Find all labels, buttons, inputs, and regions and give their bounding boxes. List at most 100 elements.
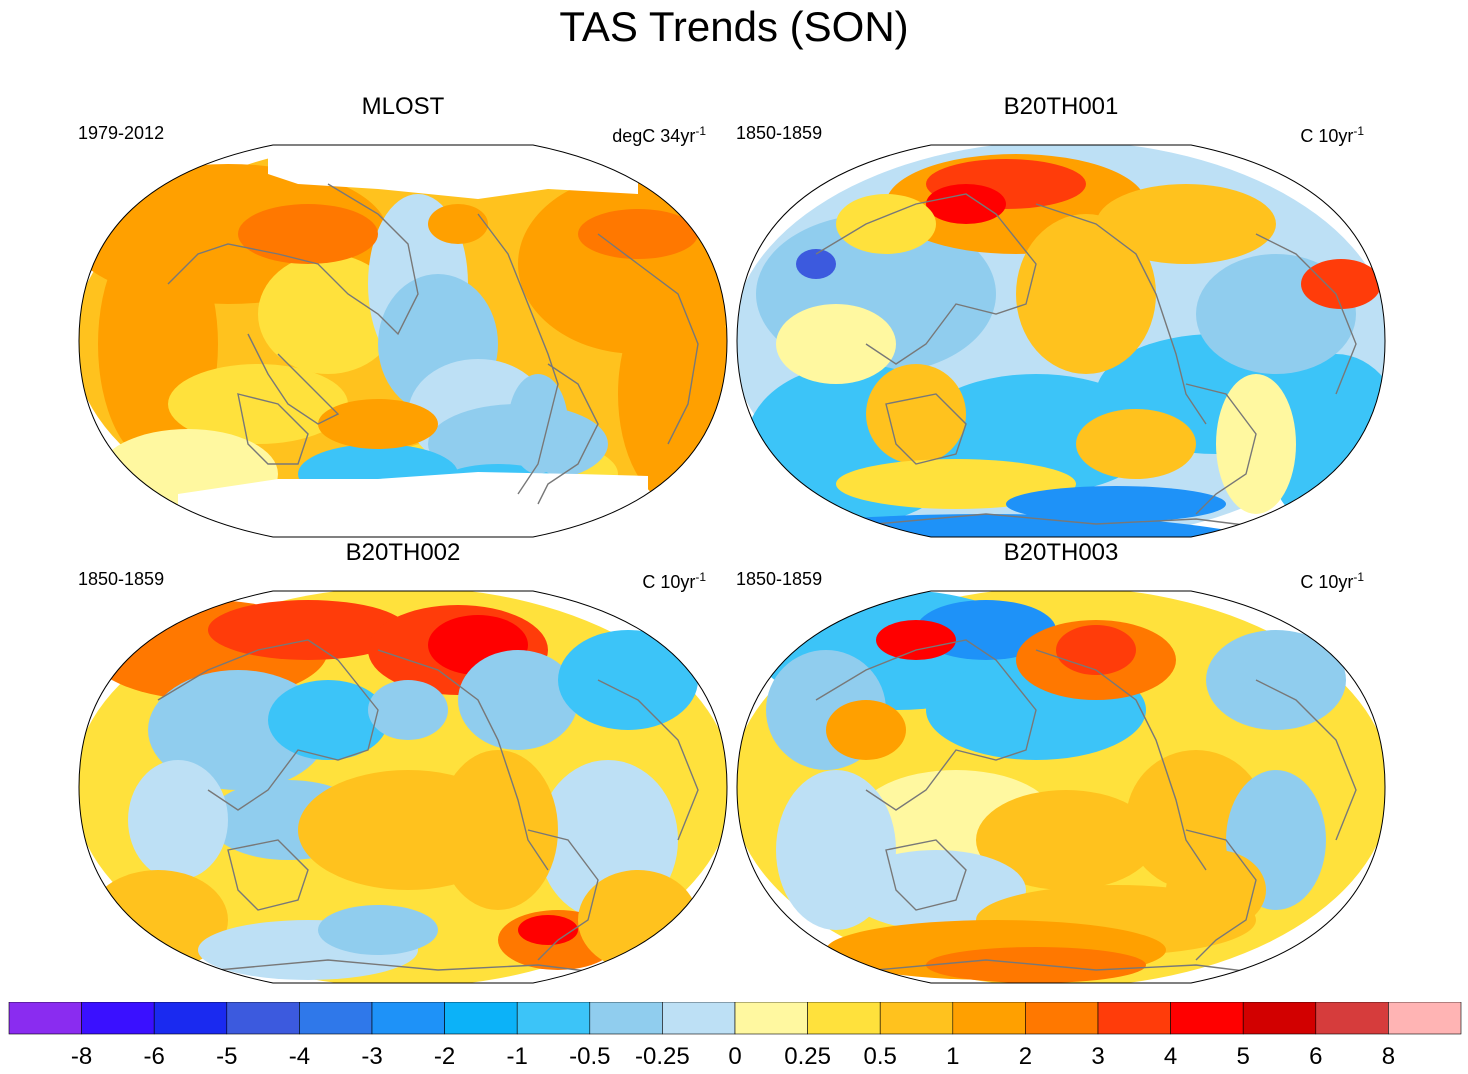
colorbar-label: -3 xyxy=(361,1043,382,1070)
contour-region xyxy=(318,399,438,449)
colorbar-swatch xyxy=(807,1002,881,1035)
colorbar-swatch xyxy=(1170,1002,1244,1035)
colorbar-swatch xyxy=(8,1002,82,1035)
colorbar-label: -0.25 xyxy=(635,1043,690,1070)
contour-region xyxy=(558,630,698,730)
contour-region xyxy=(1206,630,1346,730)
trend-field xyxy=(79,591,727,983)
colorbar-swatch xyxy=(952,1002,1026,1035)
missing-data-south xyxy=(178,472,648,537)
map-outline xyxy=(78,590,728,984)
contour-region xyxy=(776,304,896,384)
contour-region xyxy=(1076,409,1196,479)
panel-b20th003: B20TH003 1850-1859 C 10yr-1 xyxy=(736,538,1386,984)
colorbar-label: 0.5 xyxy=(864,1043,897,1070)
coastline xyxy=(885,393,967,465)
coastline xyxy=(875,959,1277,976)
missing-data-north xyxy=(268,145,638,199)
contour-region xyxy=(578,870,698,970)
contour-region xyxy=(836,459,1076,509)
colorbar-swatch xyxy=(226,1002,300,1035)
colorbar-swatch xyxy=(371,1002,445,1035)
colorbar-label: 1 xyxy=(946,1043,959,1070)
coastline xyxy=(1185,383,1257,515)
colorbar-swatch xyxy=(516,1002,591,1035)
map-b20th002 xyxy=(78,590,728,984)
contour-region xyxy=(578,209,698,259)
colorbar-swatch xyxy=(589,1002,663,1035)
contour-region xyxy=(926,184,1006,224)
coastline xyxy=(477,213,559,495)
contour-region xyxy=(796,249,836,279)
colorbar-swatch xyxy=(1388,1002,1462,1035)
map-outline xyxy=(736,590,1386,984)
contour-region xyxy=(976,790,1156,890)
contour-region xyxy=(258,254,398,374)
colorbar-label: 3 xyxy=(1091,1043,1104,1070)
panel-units: degC 34yr-1 xyxy=(612,124,706,146)
colorbar-label: 6 xyxy=(1309,1043,1322,1070)
coastline xyxy=(537,363,599,505)
colorbar-label: 8 xyxy=(1382,1043,1395,1070)
contour-region xyxy=(168,364,348,444)
contour-region xyxy=(238,204,378,264)
panel-units: C 10yr-1 xyxy=(642,570,706,592)
contour-region xyxy=(268,680,388,760)
contour-region xyxy=(1216,374,1296,514)
colorbar-label: -8 xyxy=(71,1043,92,1070)
panel-title: B20TH001 xyxy=(1003,93,1119,120)
colorbar-swatch xyxy=(299,1002,373,1035)
colorbar-swatch xyxy=(662,1002,736,1035)
colorbar-swatch xyxy=(1097,1002,1171,1035)
coastline xyxy=(597,679,699,841)
colorbar-label: 5 xyxy=(1237,1043,1250,1070)
coastline xyxy=(1035,203,1207,425)
contour-region xyxy=(876,620,956,660)
coastline xyxy=(815,193,1037,365)
contour-region xyxy=(208,600,408,660)
colorbar-label: 4 xyxy=(1164,1043,1177,1070)
colorbar-swatch xyxy=(81,1002,155,1035)
panel-title: B20TH003 xyxy=(1003,539,1119,566)
colorbar-swatch xyxy=(1315,1002,1389,1035)
colorbar-label: -0.5 xyxy=(569,1043,610,1070)
colorbar-label: -2 xyxy=(434,1043,455,1070)
contour-region xyxy=(508,374,568,474)
coastline xyxy=(237,393,309,465)
contour-region xyxy=(318,905,438,955)
contour-region xyxy=(1096,184,1276,264)
panel-title: B20TH002 xyxy=(345,539,461,566)
panel-b20th002: B20TH002 1850-1859 C 10yr-1 xyxy=(78,538,728,984)
coastline xyxy=(527,829,599,961)
colorbar-label: -1 xyxy=(507,1043,528,1070)
panel-period: 1979-2012 xyxy=(78,123,165,143)
contour-region xyxy=(458,650,578,750)
trend-field xyxy=(79,145,727,537)
colorbar-swatch xyxy=(444,1002,518,1035)
contour-region xyxy=(368,680,448,740)
panel-b20th001: B20TH001 1850-1859 C 10yr-1 xyxy=(736,92,1386,538)
coastline xyxy=(217,959,619,976)
colorbar-label: -6 xyxy=(144,1043,165,1070)
contour-region xyxy=(1006,486,1226,522)
coastline xyxy=(377,649,549,871)
coastline xyxy=(1255,679,1357,841)
coastline xyxy=(597,233,699,445)
contour-region xyxy=(1166,850,1266,930)
coastline xyxy=(815,639,1037,811)
colorbar: -8 -6 -5 -4 -3 -2 -1 -0.5 -0.25 0 0.25 0.5 1 2 3 4 5 6 8 xyxy=(8,1002,1462,1070)
coastline xyxy=(1185,829,1257,961)
colorbar-label: 0 xyxy=(728,1043,741,1070)
contour-region xyxy=(518,915,578,945)
coastline xyxy=(875,513,1277,530)
panel-title: MLOST xyxy=(361,93,445,120)
colorbar-swatch xyxy=(734,1002,808,1035)
colorbar-label: -5 xyxy=(216,1043,237,1070)
contour-region xyxy=(1301,259,1381,309)
contour-region xyxy=(438,750,558,910)
map-outline xyxy=(736,144,1386,538)
panel-mlost: MLOST 1979-2012 degC 34yr-1 xyxy=(78,92,728,538)
panel-period: 1850-1859 xyxy=(78,569,165,589)
coastline xyxy=(167,183,419,336)
colorbar-swatch xyxy=(1025,1002,1099,1035)
